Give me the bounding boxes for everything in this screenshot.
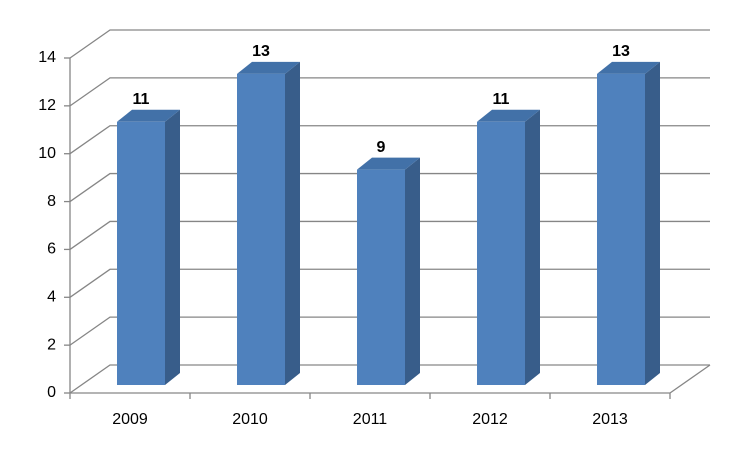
bar-side: [285, 61, 300, 386]
bar-side: [405, 157, 420, 385]
x-tick-label: 2013: [592, 411, 628, 428]
y-tick-label: 6: [47, 241, 56, 258]
y-tick-label: 12: [38, 97, 56, 114]
y-tick-label: 4: [47, 289, 56, 306]
x-tick-label: 2012: [472, 411, 508, 428]
y-tick-label: 10: [38, 145, 56, 162]
value-label: 13: [252, 43, 270, 60]
bar: [117, 121, 165, 386]
y-tick-label: 2: [47, 336, 56, 353]
bar-side: [645, 61, 660, 386]
value-label: 11: [133, 91, 150, 108]
bar-top: [237, 61, 300, 74]
bar-side: [525, 109, 540, 386]
bar: [357, 169, 405, 385]
value-label: 11: [493, 91, 510, 108]
grid-line: [69, 77, 710, 107]
grid-line: [69, 29, 710, 59]
y-tick-label: 8: [47, 193, 56, 210]
x-tick-label: 2011: [353, 411, 388, 428]
bar-top: [117, 109, 180, 122]
bar-side: [165, 109, 180, 386]
bar: [237, 73, 285, 385]
bar: [597, 73, 645, 385]
bar-top: [477, 109, 540, 122]
bar: [477, 121, 525, 386]
value-label: 9: [377, 139, 386, 156]
bar-top: [357, 157, 420, 170]
bar-top: [597, 61, 660, 74]
x-tick-label: 2009: [112, 411, 148, 428]
value-label: 13: [612, 43, 630, 60]
y-tick-label: 14: [38, 49, 56, 66]
x-tick-label: 2010: [232, 411, 268, 428]
y-tick-label: 0: [47, 384, 56, 401]
